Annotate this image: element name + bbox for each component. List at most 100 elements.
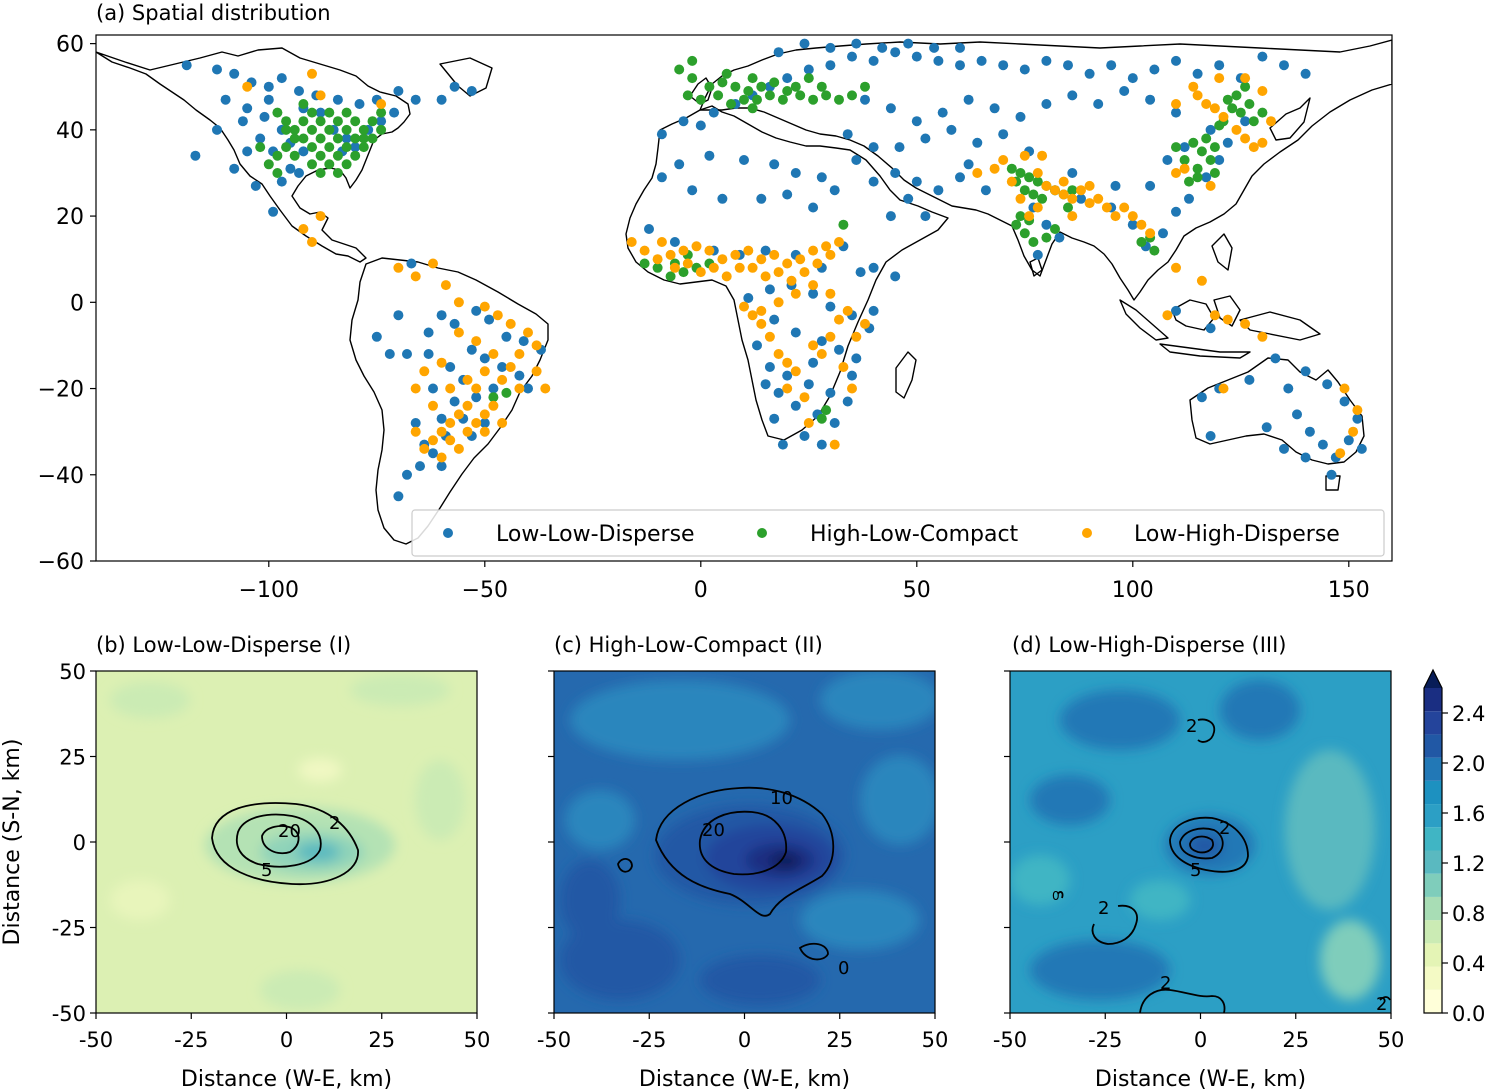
point-low-low-disperse (1119, 86, 1130, 96)
point-low-high-disperse (812, 258, 823, 269)
point-low-high-disperse (808, 245, 819, 256)
colorbar-band (1424, 966, 1442, 990)
point-low-low-disperse (752, 340, 762, 351)
point-low-low-disperse (955, 42, 965, 53)
point-high-low-compact (263, 159, 274, 170)
point-low-high-disperse (428, 435, 438, 446)
point-low-low-disperse (799, 38, 810, 49)
point-low-low-disperse (263, 81, 274, 92)
point-low-high-disperse (639, 245, 650, 256)
point-low-high-disperse (764, 331, 775, 342)
point-high-low-compact (324, 107, 335, 118)
x-axis-label: Distance (W-E, km) (181, 1067, 392, 1091)
point-low-high-disperse (453, 409, 464, 420)
point-low-low-disperse (1149, 64, 1160, 75)
point-low-low-disperse (808, 288, 819, 299)
point-low-high-disperse (739, 301, 749, 312)
point-low-high-disperse (808, 280, 819, 291)
point-low-high-disperse (1218, 383, 1229, 394)
point-low-high-disperse (471, 418, 482, 428)
point-low-high-disperse (1019, 150, 1030, 161)
point-low-high-disperse (488, 349, 499, 359)
contour-label: 2 (1376, 994, 1387, 1015)
point-low-low-disperse (989, 103, 1000, 114)
point-low-low-disperse (1317, 439, 1328, 450)
point-high-low-compact (332, 116, 343, 127)
point-low-low-disperse (678, 116, 689, 127)
point-high-low-compact (652, 262, 663, 273)
point-low-high-disperse (1218, 111, 1229, 122)
point-low-high-disperse (838, 362, 849, 372)
point-low-low-disperse (1041, 219, 1052, 230)
point-low-high-disperse (497, 418, 508, 428)
point-low-low-disperse (484, 314, 495, 325)
point-low-high-disperse (1119, 202, 1130, 213)
point-low-high-disperse (834, 314, 844, 325)
point-high-low-compact (713, 90, 724, 101)
point-low-high-disperse (428, 400, 438, 411)
point-low-low-disperse (250, 180, 261, 191)
point-low-low-disperse (868, 55, 879, 66)
point-low-high-disperse (1248, 142, 1259, 153)
point-high-low-compact (255, 142, 266, 153)
point-low-low-disperse (497, 362, 508, 372)
legend-label-low-low-disperse: Low-Low-Disperse (496, 522, 695, 547)
point-low-high-disperse (717, 254, 728, 265)
point-low-low-disperse (868, 262, 879, 273)
point-low-low-disperse (479, 418, 490, 428)
point-low-low-disperse (268, 206, 279, 217)
point-low-low-disperse (782, 73, 793, 84)
point-low-high-disperse (704, 245, 715, 256)
point-low-high-disperse (678, 245, 689, 256)
point-low-low-disperse (1300, 68, 1311, 79)
point-low-high-disperse (1209, 103, 1220, 114)
point-low-low-disperse (851, 353, 862, 364)
point-high-low-compact (289, 133, 300, 144)
point-low-low-disperse (341, 133, 352, 144)
colorbar-band (1424, 850, 1442, 874)
point-high-low-compact (307, 159, 317, 170)
point-low-low-disperse (1339, 396, 1350, 407)
point-low-low-disperse (471, 305, 482, 316)
point-low-low-disperse (1171, 55, 1181, 66)
point-high-low-compact (1205, 155, 1216, 165)
point-low-low-disperse (656, 129, 667, 140)
point-low-low-disperse (285, 163, 296, 174)
point-low-low-disperse (1015, 111, 1026, 122)
point-low-low-disperse (1292, 409, 1302, 420)
point-low-low-disperse (1145, 180, 1156, 191)
point-low-low-disperse (1171, 206, 1181, 217)
point-low-high-disperse (436, 452, 447, 463)
colorbar-band (1424, 688, 1442, 712)
point-high-low-compact (803, 73, 814, 84)
contour-label: 0 (1052, 889, 1060, 903)
point-low-low-disperse (1084, 68, 1095, 79)
point-low-high-disperse (436, 357, 447, 368)
point-low-high-disperse (1015, 193, 1026, 204)
point-low-low-disperse (445, 362, 456, 372)
point-low-low-disperse (644, 224, 654, 234)
point-high-low-compact (1067, 185, 1078, 196)
point-low-low-disperse (890, 271, 901, 282)
point-high-low-compact (350, 150, 361, 161)
y-tick-label: 0 (73, 831, 86, 855)
point-low-high-disperse (1171, 262, 1181, 273)
y-tick-label: 50 (59, 660, 86, 684)
point-low-low-disperse (255, 133, 266, 144)
point-low-low-disperse (263, 94, 274, 105)
point-low-low-disperse (1184, 193, 1194, 204)
point-low-high-disperse (1205, 180, 1216, 191)
point-low-low-disperse (294, 86, 304, 96)
point-low-low-disperse (1054, 232, 1065, 243)
point-high-low-compact (808, 94, 819, 105)
point-low-low-disperse (708, 107, 719, 118)
point-low-low-disperse (674, 159, 685, 170)
colorbar-tick-label: 0.4 (1452, 952, 1485, 976)
x-tick-label: 50 (903, 578, 931, 603)
point-low-low-disperse (423, 327, 434, 338)
point-low-high-disperse (523, 327, 533, 338)
point-low-low-disperse (890, 47, 901, 58)
x-tick-label: -25 (632, 1028, 666, 1052)
point-low-low-disperse (851, 155, 862, 165)
point-low-high-disperse (816, 349, 827, 359)
